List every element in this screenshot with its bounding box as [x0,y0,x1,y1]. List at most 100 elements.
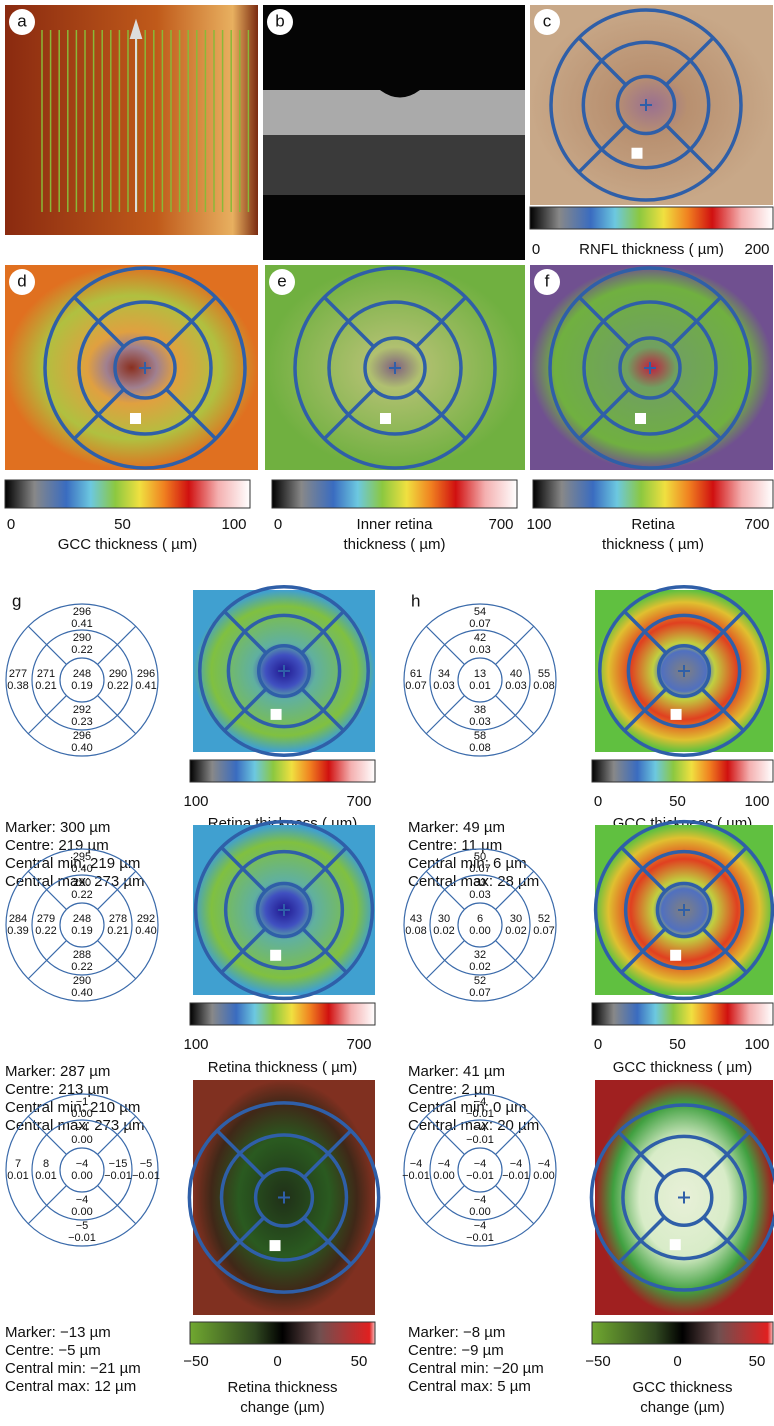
marker-square [670,1239,681,1250]
sector-value: 6 [477,913,483,925]
colorbar-tick: 0 [594,1036,602,1053]
marker-square [270,1240,281,1251]
colorbar [530,207,773,229]
sector-value: 38 [474,704,486,716]
sector-value: 8 [43,1158,49,1170]
sector-value: 0.03 [469,644,490,656]
sector-value: 7 [15,1158,21,1170]
sector-value: 292 [137,913,155,925]
sector-value: 0.00 [71,1206,92,1218]
sector-value: 32 [474,949,486,961]
colorbar-tick: −50 [183,1353,208,1370]
gcc-map [5,265,258,470]
colorbar-tick: 100 [183,1036,208,1053]
sector-value: 0.00 [433,1170,454,1182]
grid-spoke [496,1186,534,1224]
sector-value: 34 [438,668,450,680]
colorbar-tick: 50 [114,516,131,533]
sector-value: −0.01 [132,1170,160,1182]
colorbar-tick: 100 [221,516,246,533]
choroid-layer [263,135,525,195]
colorbar-tick: 100 [744,1036,769,1053]
colorbar-tick: 0 [594,793,602,810]
sector-value: 0.07 [405,680,426,692]
colorbar-title: Retina thickness [227,1379,337,1396]
grid-spoke [98,626,136,664]
grid-spoke [98,1186,136,1224]
colorbar-tick: 50 [351,1353,368,1370]
grid-spoke [496,696,534,734]
marker-square [380,413,391,424]
colorbar-tick: 100 [183,793,208,810]
sector-value: 0.01 [469,680,490,692]
sector-value: 0.01 [7,1170,28,1182]
colorbar-title: RNFL thickness ( µm) [579,241,724,258]
sector-value: 295 [73,851,91,863]
grid-spoke [98,941,136,979]
sector-value: 58 [474,730,486,742]
marker-square [670,950,681,961]
colorbar-title: GCC thickness [632,1379,732,1396]
sector-value: −1 [76,1096,89,1108]
stat-line: Central min: −20 µm [408,1360,544,1377]
sector-value: 0.00 [71,1170,92,1182]
panel-letter: a [17,11,27,30]
sector-value: 0.07 [469,863,490,875]
sector-value: 296 [137,668,155,680]
marker-square [671,709,682,720]
colorbar-tick: 0 [274,516,282,533]
grid-spoke [28,941,66,979]
sector-value: 284 [9,913,27,925]
colorbar-title: GCC thickness ( µm) [58,536,198,553]
sector-value: −0.01 [104,1170,132,1182]
sector-value: 292 [73,704,91,716]
colorbar-tick: 700 [744,516,769,533]
sector-value: 0.21 [35,680,56,692]
sector-value: 0.00 [71,1108,92,1120]
colorbar-tick: 700 [346,1036,371,1053]
sector-value: 0.19 [71,680,92,692]
grid-spoke [496,626,534,664]
stat-line: Marker: −13 µm [5,1324,111,1341]
sector-value: −0.01 [466,1108,494,1120]
stat-line: Central min: 6 µm [408,855,527,872]
stat-line: Centre: 219 µm [5,837,109,854]
colorbar-title: GCC thickness ( µm) [613,1059,753,1076]
sector-value: 0.01 [35,1170,56,1182]
sector-value: 0.08 [405,925,426,937]
panel-letter: h [411,591,420,610]
colorbar [272,480,517,508]
colorbar [190,1322,375,1344]
sector-value: 248 [73,668,91,680]
sector-value: −0.01 [466,1232,494,1244]
colorbar [592,1322,773,1344]
colorbar [5,480,250,508]
sector-value: 0.22 [71,961,92,973]
colorbar-title: Inner retina [357,516,434,533]
sector-value: 0.08 [533,680,554,692]
stat-line: Marker: 287 µm [5,1063,110,1080]
sector-value: 0.22 [107,680,128,692]
colorbar-tick: 50 [669,793,686,810]
sector-value: 13 [474,668,486,680]
stat-line: Central min: −21 µm [5,1360,141,1377]
sector-value: 52 [474,975,486,987]
sector-value: 30 [510,913,522,925]
sector-value: 290 [73,975,91,987]
grid-spoke [426,1186,464,1224]
sector-value: 0.22 [71,644,92,656]
colorbar [190,760,375,782]
sector-value: 0.02 [505,925,526,937]
sector-value: 42 [474,632,486,644]
sector-value: −4 [474,1194,487,1206]
sector-value: 277 [9,668,27,680]
sector-value: 0.07 [469,987,490,999]
sector-value: 0.00 [533,1170,554,1182]
sector-value: 0.03 [469,889,490,901]
sector-value: 0.07 [469,618,490,630]
sector-value: 43 [410,913,422,925]
panel-letter: c [543,11,552,30]
sector-value: 0.22 [71,889,92,901]
sector-value: 0.02 [469,961,490,973]
sector-value: 278 [109,913,127,925]
